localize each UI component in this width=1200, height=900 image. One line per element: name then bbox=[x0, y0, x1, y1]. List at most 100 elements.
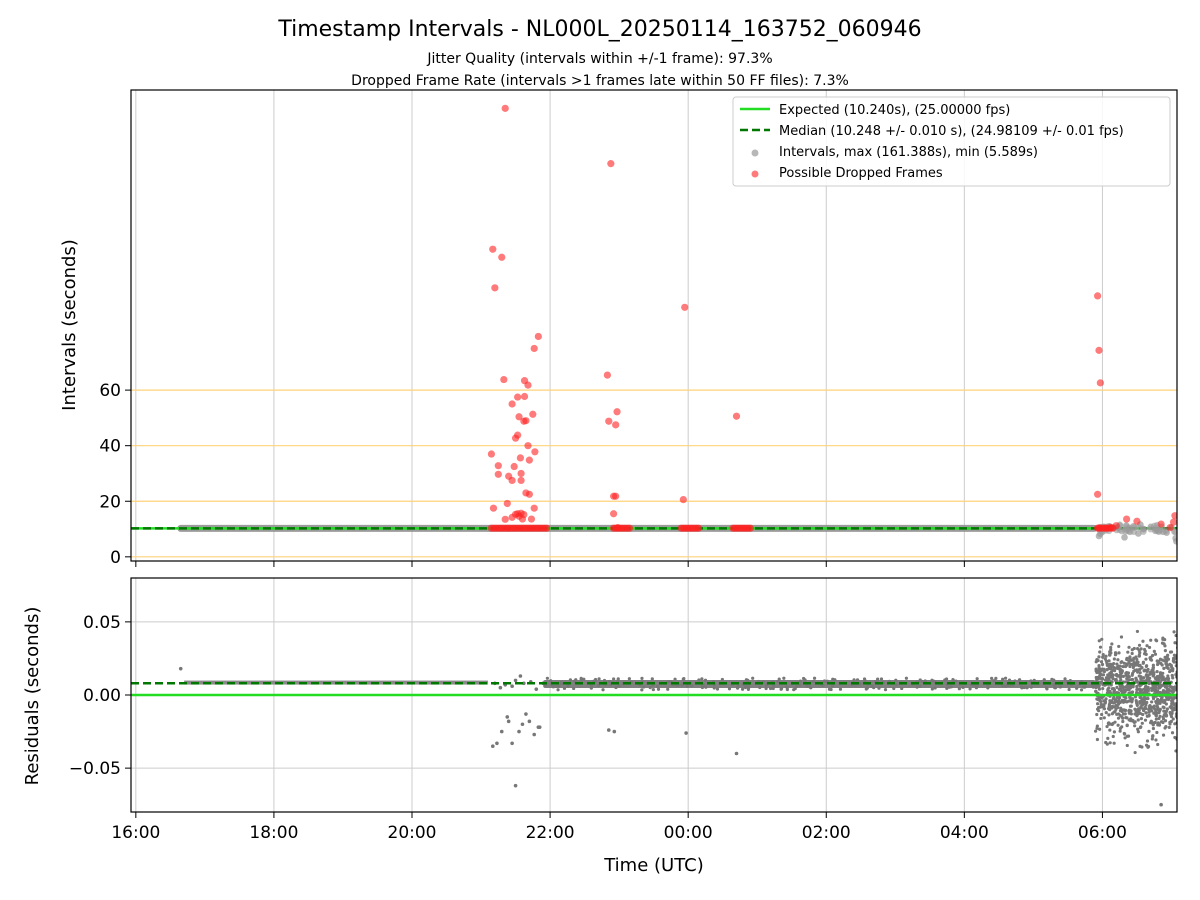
residual-point bbox=[894, 678, 898, 682]
residual-point bbox=[951, 678, 955, 682]
residual-point bbox=[651, 687, 655, 692]
residual-point bbox=[1130, 648, 1134, 652]
residual-point bbox=[1145, 700, 1149, 705]
residual-point bbox=[1136, 670, 1140, 674]
residual-point bbox=[1138, 671, 1142, 675]
residual-point bbox=[933, 686, 937, 690]
residual-point bbox=[1151, 734, 1155, 739]
residual-point bbox=[1139, 696, 1143, 700]
residual-point bbox=[1152, 649, 1156, 653]
x-tick-label-1: 18:00 bbox=[249, 823, 298, 843]
residual-point bbox=[865, 686, 869, 690]
residual-point bbox=[954, 679, 958, 683]
residual-point bbox=[562, 686, 567, 690]
residual-point bbox=[1140, 721, 1144, 725]
residual-point bbox=[1112, 696, 1116, 700]
residual-point bbox=[612, 729, 617, 734]
residual-point bbox=[768, 686, 773, 691]
residual-point bbox=[1108, 699, 1112, 703]
residual-point bbox=[1154, 639, 1159, 643]
residual-point bbox=[855, 678, 860, 682]
residual-point bbox=[601, 688, 605, 692]
residual-point bbox=[579, 678, 583, 682]
residual-point bbox=[1135, 709, 1139, 713]
dropped-frame-point bbox=[508, 400, 516, 408]
residual-point bbox=[1121, 664, 1125, 669]
residual-point bbox=[556, 688, 560, 692]
residual-point bbox=[1108, 741, 1112, 745]
residual-point bbox=[1144, 703, 1148, 707]
dropped-frame-point bbox=[524, 442, 532, 450]
interval-point bbox=[1124, 527, 1132, 535]
residual-point bbox=[794, 684, 799, 689]
residual-point bbox=[1145, 644, 1149, 648]
residual-point bbox=[703, 678, 708, 682]
residual-point bbox=[1166, 666, 1170, 670]
residual-point bbox=[702, 683, 706, 687]
residual-point bbox=[1162, 709, 1166, 713]
residual-point bbox=[1095, 707, 1100, 711]
residual-point bbox=[771, 686, 775, 691]
residual-point bbox=[1136, 727, 1140, 731]
residual-point bbox=[1174, 656, 1177, 660]
dropped-frame-point bbox=[516, 454, 525, 462]
residual-point bbox=[1155, 659, 1159, 663]
residual-point bbox=[510, 684, 514, 689]
residual-point bbox=[490, 744, 495, 748]
dropped-frame-point bbox=[732, 412, 741, 420]
residual-point bbox=[1119, 675, 1123, 679]
residual-point bbox=[1135, 701, 1139, 706]
legend-intervals-label: Intervals, max (161.388s), min (5.589s) bbox=[779, 145, 1038, 160]
residuals-x-ticks: 16:00 18:00 20:00 22:00 00:00 02:00 04:00 06:00 bbox=[111, 812, 1127, 843]
residual-point bbox=[1129, 709, 1133, 713]
dropped-frame-point bbox=[498, 253, 506, 261]
residuals-ytick-label-1: 0.00 bbox=[83, 686, 121, 706]
residual-point bbox=[1117, 644, 1121, 649]
residual-point bbox=[1097, 655, 1101, 659]
residual-point bbox=[1099, 716, 1103, 721]
residual-point bbox=[524, 712, 528, 716]
interval-point bbox=[1139, 525, 1147, 533]
residual-point bbox=[1101, 655, 1105, 659]
residual-point bbox=[1098, 650, 1102, 654]
dropped-frame-point bbox=[1094, 292, 1102, 300]
residual-point bbox=[557, 684, 561, 688]
residuals-data bbox=[131, 629, 1177, 807]
residual-point bbox=[1150, 737, 1154, 741]
residual-point bbox=[684, 731, 688, 735]
residual-point bbox=[1050, 677, 1054, 681]
residual-point bbox=[648, 686, 652, 690]
residual-point bbox=[1141, 708, 1146, 713]
residual-point bbox=[1158, 673, 1162, 677]
residual-point bbox=[1104, 711, 1108, 715]
residual-point bbox=[862, 677, 867, 681]
residual-point bbox=[612, 677, 616, 681]
residual-point bbox=[1142, 691, 1146, 695]
residual-point bbox=[1063, 677, 1067, 681]
dropped-frame-point bbox=[603, 371, 611, 379]
residual-point bbox=[736, 686, 740, 690]
residual-point bbox=[1151, 697, 1156, 701]
residual-point bbox=[1160, 695, 1164, 700]
residual-point bbox=[1148, 672, 1152, 676]
x-tick-label-7: 06:00 bbox=[1078, 823, 1127, 843]
residual-point bbox=[1108, 675, 1112, 679]
residual-point bbox=[743, 684, 747, 688]
dropped-frame-point bbox=[487, 450, 496, 458]
residual-point bbox=[805, 684, 809, 688]
residual-point bbox=[651, 683, 655, 688]
dropped-frame-point bbox=[679, 495, 687, 504]
residual-point bbox=[1133, 668, 1137, 672]
residual-point bbox=[1096, 702, 1100, 706]
residual-point bbox=[1161, 705, 1165, 709]
residual-point bbox=[1152, 711, 1156, 715]
residual-point bbox=[894, 682, 898, 687]
intervals-legend: Expected (10.240s), (25.00000 fps) Media… bbox=[732, 96, 1171, 187]
residual-point bbox=[1115, 662, 1119, 666]
residual-point bbox=[900, 686, 904, 691]
dropped-frame-point bbox=[694, 524, 703, 532]
residual-point bbox=[513, 783, 518, 788]
residual-point bbox=[1136, 718, 1140, 722]
residual-point bbox=[606, 728, 611, 732]
residual-point bbox=[1053, 686, 1058, 690]
